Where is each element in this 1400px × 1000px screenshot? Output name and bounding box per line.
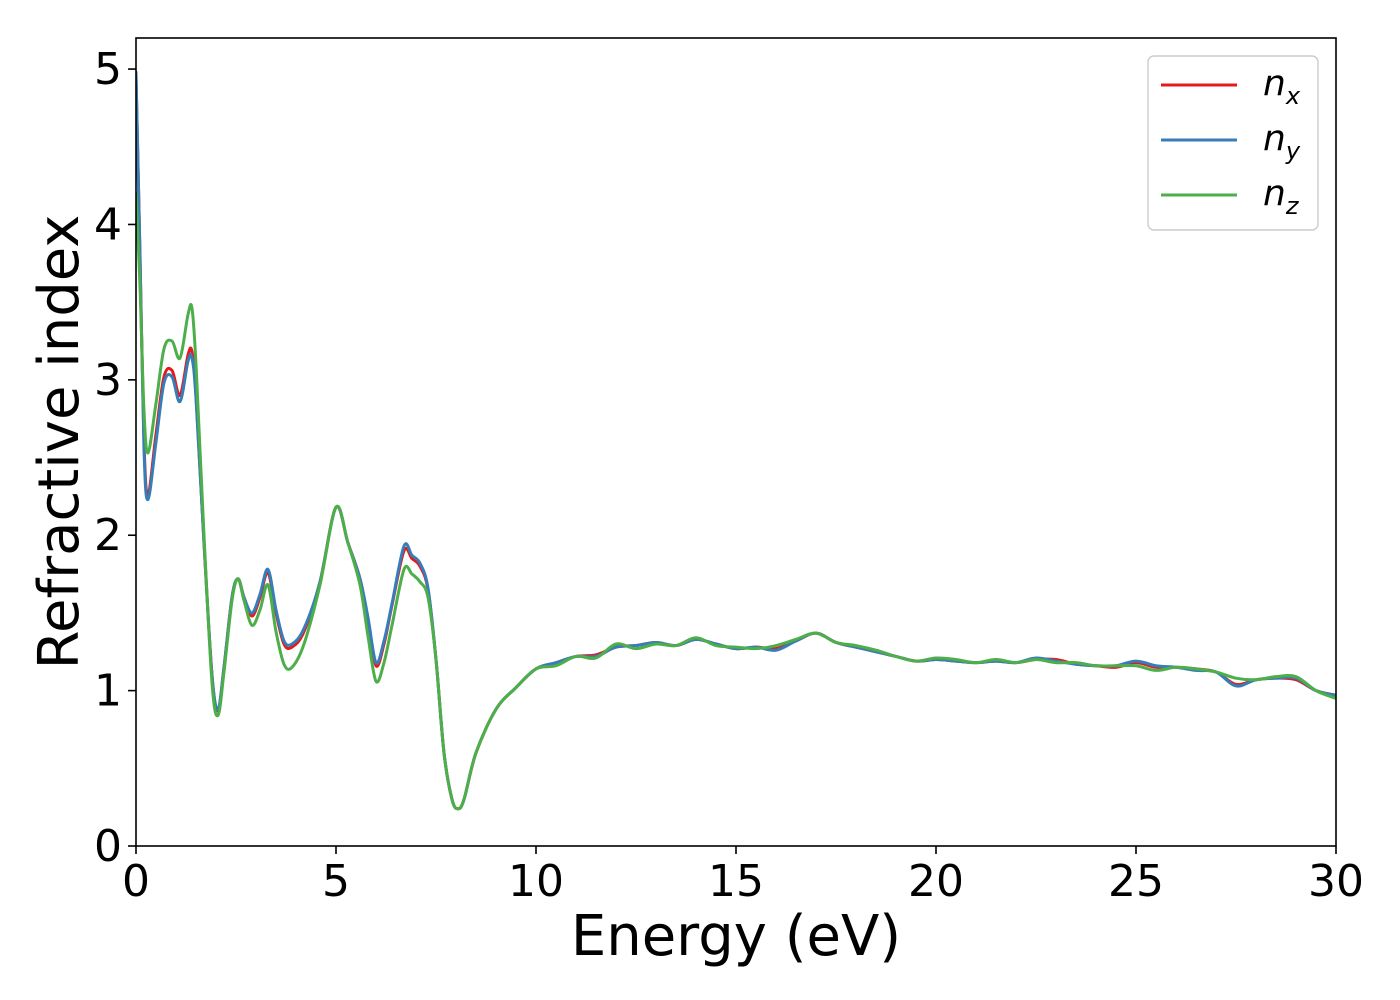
legend-label-x: nx	[1263, 63, 1301, 110]
y-axis-label: Refractive index	[27, 215, 92, 670]
x-tick-label: 10	[508, 856, 564, 907]
y-tick-label: 3	[94, 355, 122, 406]
y-tick-label: 0	[94, 821, 122, 872]
x-tick-label: 25	[1108, 856, 1164, 907]
legend-label-y: ny	[1263, 118, 1301, 165]
y-tick-label: 2	[94, 510, 122, 561]
x-tick-label: 15	[708, 856, 764, 907]
series-line-z	[136, 191, 1336, 811]
y-axis-ticks: 0 1 2 3 4 5	[94, 44, 136, 872]
x-tick-label: 5	[322, 856, 350, 907]
y-tick-label: 1	[94, 666, 122, 717]
x-axis-label: Energy (eV)	[571, 904, 901, 969]
y-tick-label: 4	[94, 199, 122, 250]
x-tick-label: 0	[122, 856, 150, 907]
y-tick-label: 5	[94, 44, 122, 95]
x-tick-label: 20	[908, 856, 964, 907]
legend: nx ny nz	[1147, 55, 1319, 231]
x-tick-label: 30	[1308, 856, 1364, 907]
plot-area	[136, 38, 1336, 846]
x-axis-ticks: 0 5 10 15 20 25 30	[122, 846, 1364, 907]
legend-label-z: nz	[1263, 173, 1300, 220]
series-layer	[136, 70, 1336, 811]
legend-box	[1147, 55, 1319, 231]
